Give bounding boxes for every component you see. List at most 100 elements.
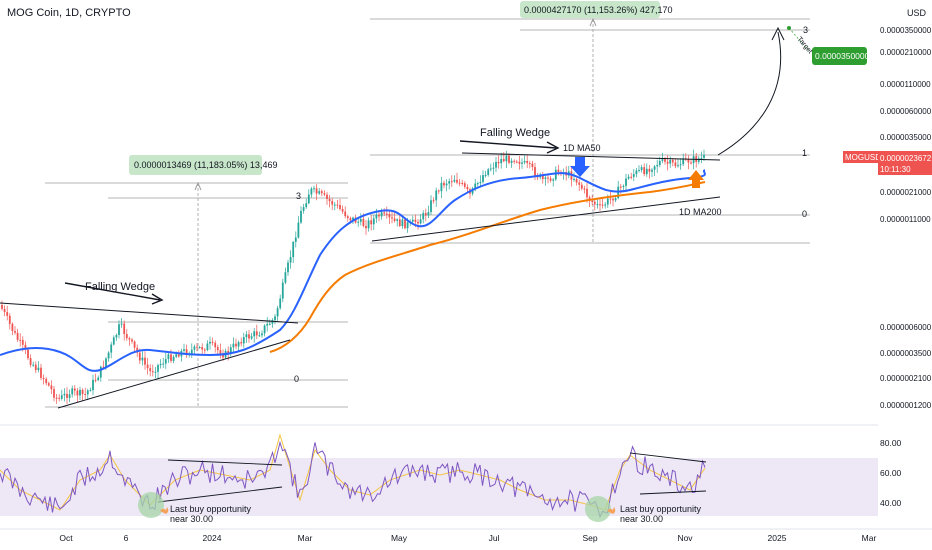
current-price-label: 0.0000023672 (880, 154, 932, 163)
candle-body (146, 364, 149, 369)
candle-body (383, 212, 386, 214)
rsi-trendline (639, 490, 707, 495)
candle-body (162, 363, 165, 365)
rsi-label-60: 60.00 (880, 468, 902, 478)
candle-body (128, 338, 131, 340)
ma50-label: 1D MA50 (563, 143, 601, 153)
candle-body (313, 188, 315, 190)
candle-body (583, 188, 586, 190)
wedge-label-left: Falling Wedge (85, 281, 155, 293)
candle-body (333, 204, 336, 206)
candle-body (11, 323, 14, 332)
candle-body (206, 343, 209, 351)
target-tag-label: 0.0000350000 (815, 51, 870, 61)
candle-body (94, 379, 97, 381)
price-scale-label: 0.0000011000 (880, 215, 931, 224)
candle-body (643, 167, 646, 175)
candle-body (573, 178, 575, 180)
candle-body (201, 347, 204, 350)
candle-body (154, 371, 157, 373)
buy-label-right-2: near 30.00 (620, 514, 663, 524)
candle-body (40, 367, 42, 378)
candle-body (261, 333, 263, 336)
fib-left-bottom: 0 (294, 374, 299, 384)
wedge-left-top (0, 302, 299, 324)
candle-body (219, 350, 222, 356)
buy-circle-right (585, 496, 611, 522)
moving-averages (0, 169, 706, 372)
candle-body (216, 347, 219, 351)
ma200-line (269, 181, 706, 353)
price-scale-labels: 0.0000350000 0.0000210000 0.0000110000 0.00… (880, 26, 932, 410)
candle-body (497, 161, 500, 164)
measure-label-top: 0.0000427170 (11,153.26%) 427,170 (524, 5, 672, 15)
candle-body (222, 355, 224, 358)
candle-body (414, 219, 417, 222)
candle-body (445, 183, 448, 186)
candle-body (461, 182, 464, 184)
candle-body (437, 190, 440, 192)
price-scale-label: 0.0000035000 (880, 133, 932, 142)
buy-label-left-1: Last buy opportunity (170, 504, 252, 514)
price-axis-area[interactable] (878, 0, 932, 550)
candle-body (144, 357, 146, 365)
candle-body (250, 336, 253, 339)
rsi-label-40: 40.00 (880, 498, 902, 508)
time-label: Oct (59, 533, 73, 543)
candle-body (612, 198, 614, 201)
candle-body (505, 155, 508, 162)
candle-body (526, 161, 529, 164)
candle-body (627, 176, 630, 179)
candle-body (99, 366, 102, 378)
candle-body (619, 186, 622, 188)
candle-body (635, 170, 638, 175)
candle-body (53, 389, 55, 398)
candle-body (118, 324, 120, 336)
candle-body (380, 212, 383, 217)
candle-body (336, 204, 339, 206)
candle-body (133, 341, 136, 348)
candle-body (110, 344, 113, 353)
candle-body (79, 389, 81, 396)
candle-body (513, 160, 516, 162)
candle-body (107, 352, 110, 359)
candle-body (6, 312, 9, 316)
candle-body (349, 218, 352, 221)
symbol-tag (843, 151, 878, 163)
time-label: Mar (862, 533, 877, 543)
candle-body (580, 184, 583, 189)
candle-body (422, 213, 425, 220)
buy-label-left-2: near 30.00 (170, 514, 213, 524)
candle-body (276, 308, 279, 317)
candle-body (203, 349, 206, 351)
candle-body (125, 334, 128, 339)
candle-body (42, 377, 45, 379)
candle-body (443, 182, 445, 186)
currency-label[interactable]: USD (907, 8, 927, 18)
candle-body (284, 272, 287, 283)
candle-body (417, 221, 419, 224)
drawings (0, 26, 811, 409)
candle-body (604, 204, 607, 206)
candle-body (16, 332, 19, 340)
candle-body (214, 342, 217, 348)
ma200-label: 1D MA200 (679, 207, 722, 217)
candle-body (245, 334, 248, 338)
candle-body (292, 241, 295, 258)
candle-body (552, 179, 555, 181)
candle-body (393, 218, 396, 221)
time-label: Sep (582, 533, 597, 543)
candle-body (92, 379, 94, 391)
candle-body (487, 169, 490, 175)
candle-body (596, 204, 599, 206)
candle-body (159, 363, 162, 366)
price-scale-label: 0.0000002100 (880, 374, 932, 383)
candle-body (679, 164, 682, 166)
candle-body (622, 185, 625, 188)
time-axis-labels[interactable]: Oct 6 2024 Mar May Jul Sep Nov 2025 Mar (59, 533, 876, 543)
price-scale-label: 0.0000110000 (880, 80, 931, 89)
price-scale-label: 0.0000060000 (880, 107, 932, 116)
ma200-arrow-icon (688, 170, 704, 188)
wedge-right-bottom (371, 196, 721, 242)
